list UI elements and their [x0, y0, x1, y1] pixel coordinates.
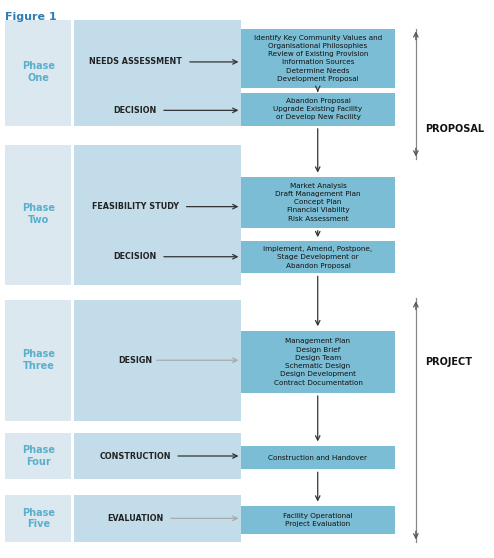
Text: Phase
Three: Phase Three	[22, 349, 55, 371]
Text: Identify Key Community Values and
Organisational Philosophies
Review of Existing: Identify Key Community Values and Organi…	[254, 35, 382, 82]
Text: Abandon Proposal
Upgrade Existing Facility
or Develop New Facility: Abandon Proposal Upgrade Existing Facili…	[273, 98, 363, 121]
Bar	[241, 331, 395, 393]
Text: Phase
Four: Phase Four	[22, 445, 55, 467]
Bar	[241, 241, 395, 273]
Text: FEASIBILITY STUDY: FEASIBILITY STUDY	[92, 202, 179, 211]
Text: Market Analysis
Draft Management Plan
Concept Plan
Financial Viability
Risk Asse: Market Analysis Draft Management Plan Co…	[275, 182, 361, 222]
Text: Management Plan
Design Brief
Design Team
Schematic Design
Design Development
Con: Management Plan Design Brief Design Team…	[274, 338, 363, 386]
Bar	[5, 20, 72, 126]
Bar	[241, 28, 395, 88]
Text: Phase
Five: Phase Five	[22, 508, 55, 529]
Bar	[5, 146, 72, 285]
Bar	[5, 300, 72, 421]
Text: Phase
One: Phase One	[22, 61, 55, 83]
Bar	[241, 506, 395, 534]
Bar	[241, 93, 395, 126]
Bar	[74, 20, 241, 126]
Bar	[241, 446, 395, 469]
Text: DECISION: DECISION	[114, 106, 157, 115]
Bar	[74, 495, 241, 542]
Text: NEEDS ASSESSMENT: NEEDS ASSESSMENT	[89, 57, 182, 66]
Text: DESIGN: DESIGN	[118, 356, 152, 365]
Text: DECISION: DECISION	[114, 252, 157, 261]
Bar	[74, 433, 241, 479]
Text: PROJECT: PROJECT	[425, 358, 472, 368]
Text: CONSTRUCTION: CONSTRUCTION	[99, 451, 171, 460]
Text: Figure 1: Figure 1	[5, 12, 57, 22]
Bar	[74, 146, 241, 285]
Text: PROPOSAL: PROPOSAL	[425, 124, 485, 134]
Bar	[5, 495, 72, 542]
Bar	[241, 176, 395, 228]
Text: EVALUATION: EVALUATION	[107, 514, 164, 523]
Text: Phase
Two: Phase Two	[22, 203, 55, 225]
Text: Implement, Amend, Postpone,
Stage Development or
Abandon Proposal: Implement, Amend, Postpone, Stage Develo…	[263, 246, 372, 268]
Text: Construction and Handover: Construction and Handover	[268, 455, 368, 461]
Bar	[74, 300, 241, 421]
Bar	[5, 433, 72, 479]
Text: Facility Operational
Project Evaluation: Facility Operational Project Evaluation	[283, 513, 353, 527]
